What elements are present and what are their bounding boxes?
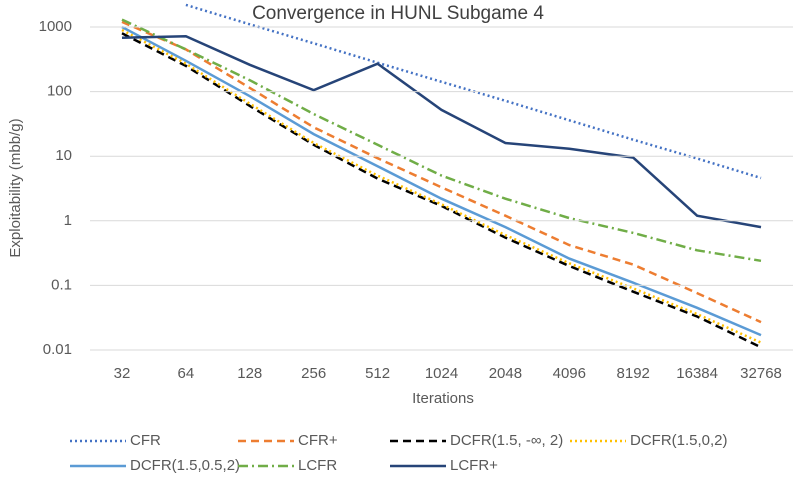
- y-axis-label: Exploitability (mbb/g): [7, 118, 24, 257]
- legend-label: CFR: [130, 432, 161, 449]
- series-line: [121, 20, 762, 324]
- x-tick-label: 1024: [425, 365, 458, 382]
- legend-label: DCFR(1.5,0.5,2): [130, 457, 240, 474]
- series-line: [121, 25, 762, 337]
- y-tick-label: 1: [64, 212, 72, 229]
- legend-label: DCFR(1.5, -∞, 2): [450, 432, 563, 449]
- x-tick-label: 2048: [489, 365, 522, 382]
- legend-label: LCFR: [298, 457, 337, 474]
- y-tick-label: 10: [55, 147, 72, 164]
- x-tick-label: 64: [178, 365, 195, 382]
- series-line: [121, 34, 762, 229]
- x-tick-label: 8192: [617, 365, 650, 382]
- series-line: [121, 28, 762, 344]
- plot-area: [121, 3, 762, 349]
- y-tick-label: 0.01: [43, 341, 72, 358]
- series-line: [121, 18, 762, 263]
- legend-label: DCFR(1.5,0,2): [630, 432, 728, 449]
- chart-title: Convergence in HUNL Subgame 4: [252, 3, 544, 24]
- x-tick-label: 256: [301, 365, 326, 382]
- legend-label: LCFR+: [450, 457, 498, 474]
- legend-label: CFR+: [298, 432, 338, 449]
- x-axis-label: Iterations: [412, 390, 474, 407]
- series-line: [121, 32, 762, 349]
- x-tick-label: 32: [114, 365, 131, 382]
- x-tick-label: 16384: [676, 365, 718, 382]
- x-tick-label: 512: [365, 365, 390, 382]
- x-tick-label: 128: [237, 365, 262, 382]
- x-tick-label: 32768: [740, 365, 782, 382]
- y-tick-label: 100: [47, 83, 72, 100]
- y-tick-label: 1000: [39, 18, 72, 35]
- x-tick-label: 4096: [553, 365, 586, 382]
- y-tick-label: 0.1: [51, 276, 72, 293]
